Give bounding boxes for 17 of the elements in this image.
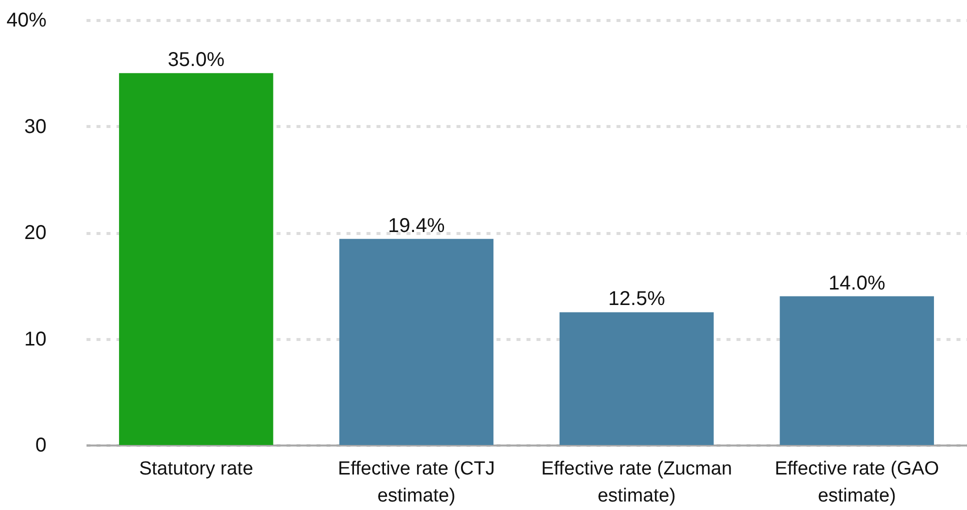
x-tick-label: Effective rate (Zucman estimate) xyxy=(541,458,732,506)
x-tick-label: Effective rate (CTJ estimate) xyxy=(338,458,495,506)
y-tick-label: 0 xyxy=(35,434,46,456)
y-tick-label: 40% xyxy=(6,10,47,32)
bar xyxy=(339,238,494,445)
y-tick-label: 20 xyxy=(24,222,46,244)
x-tick-label: Statutory rate xyxy=(139,458,254,480)
bar xyxy=(119,73,274,445)
y-tick-label: 30 xyxy=(24,116,46,138)
data-label: 14.0% xyxy=(828,272,886,294)
bar xyxy=(780,296,934,445)
x-tick-label: Effective rate (GAO estimate) xyxy=(774,458,940,506)
data-label: 35.0% xyxy=(168,49,225,72)
bar xyxy=(560,312,714,445)
data-label: 19.4% xyxy=(388,214,445,237)
y-tick-label: 10 xyxy=(24,328,46,350)
data-label: 12.5% xyxy=(608,288,666,310)
